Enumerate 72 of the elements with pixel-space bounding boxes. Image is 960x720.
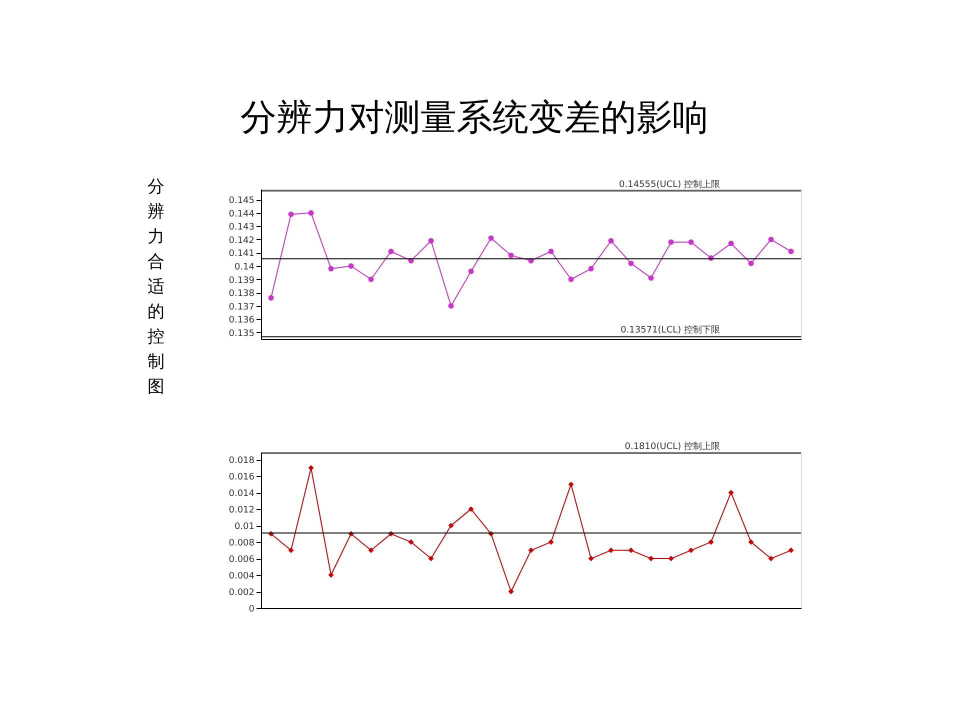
chart-title: 分辨力对测量系统变差的影响 bbox=[240, 98, 708, 138]
y-tick-label: 0.136 bbox=[228, 316, 255, 326]
point bbox=[588, 556, 594, 562]
point bbox=[688, 548, 694, 554]
y-tick-label: 0.142 bbox=[228, 236, 254, 246]
y-tick-label: 0.135 bbox=[228, 328, 254, 339]
point bbox=[688, 239, 694, 245]
point bbox=[788, 548, 794, 554]
point bbox=[428, 238, 434, 244]
point bbox=[508, 588, 514, 594]
ref-line-label: 0.1810(UCL) 控制上限 bbox=[624, 441, 720, 452]
point bbox=[288, 548, 294, 554]
point bbox=[648, 275, 654, 281]
point bbox=[708, 539, 714, 545]
ref-line-label: 0.14555(UCL) 控制上限 bbox=[619, 178, 720, 190]
point bbox=[788, 248, 794, 254]
point bbox=[328, 266, 334, 272]
point bbox=[588, 266, 594, 272]
point bbox=[328, 572, 334, 578]
y-tick-label: 0.012 bbox=[228, 506, 254, 516]
y-tick-label: 0.145 bbox=[228, 196, 254, 206]
y-tick-label: 0.139 bbox=[228, 276, 255, 286]
y-tick-label: 0.14 bbox=[234, 262, 255, 272]
y-tick-label: 0.141 bbox=[228, 249, 254, 260]
point bbox=[668, 556, 674, 562]
point bbox=[428, 556, 434, 562]
point bbox=[508, 252, 514, 258]
y-tick-label: 0.143 bbox=[228, 222, 254, 233]
point bbox=[348, 263, 354, 269]
point bbox=[608, 548, 614, 554]
point bbox=[468, 268, 474, 274]
point bbox=[728, 490, 734, 496]
point bbox=[448, 522, 454, 528]
point bbox=[768, 556, 774, 562]
y-tick-label: 0.004 bbox=[228, 572, 255, 582]
point bbox=[628, 548, 634, 554]
y-tick-label: 0 bbox=[248, 604, 255, 614]
y-tick-label: 0.01 bbox=[234, 522, 254, 532]
ref-line-label: 0.13571(LCL) 控制下限 bbox=[620, 324, 720, 336]
y-tick-label: 0.006 bbox=[228, 555, 255, 566]
y-tick-label: 0.008 bbox=[228, 538, 255, 549]
point bbox=[388, 248, 394, 254]
point bbox=[528, 548, 534, 554]
point bbox=[568, 276, 574, 282]
point bbox=[548, 539, 554, 545]
point bbox=[288, 211, 294, 217]
point bbox=[668, 239, 674, 245]
y-tick-label: 0.002 bbox=[228, 588, 254, 598]
point bbox=[408, 539, 414, 545]
point bbox=[468, 506, 474, 512]
y-tick-label: 0.138 bbox=[228, 289, 255, 300]
point bbox=[748, 260, 754, 266]
point bbox=[448, 303, 454, 309]
point bbox=[488, 235, 494, 241]
point bbox=[648, 556, 654, 562]
point bbox=[368, 276, 374, 282]
point bbox=[728, 240, 734, 246]
point bbox=[548, 248, 554, 254]
y-tick-label: 0.144 bbox=[228, 209, 255, 220]
y-tick-label: 0.018 bbox=[228, 456, 255, 466]
point bbox=[268, 295, 274, 301]
point bbox=[608, 238, 614, 244]
point bbox=[308, 210, 314, 216]
y-tick-label: 0.137 bbox=[228, 302, 254, 312]
y-tick-label: 0.014 bbox=[228, 489, 255, 500]
point bbox=[568, 482, 574, 488]
point bbox=[768, 236, 774, 242]
text: 分辨力合适的控制图 bbox=[148, 177, 164, 397]
point bbox=[628, 260, 634, 266]
point bbox=[368, 548, 374, 554]
point bbox=[748, 539, 754, 545]
y-tick-label: 0.016 bbox=[228, 472, 255, 483]
